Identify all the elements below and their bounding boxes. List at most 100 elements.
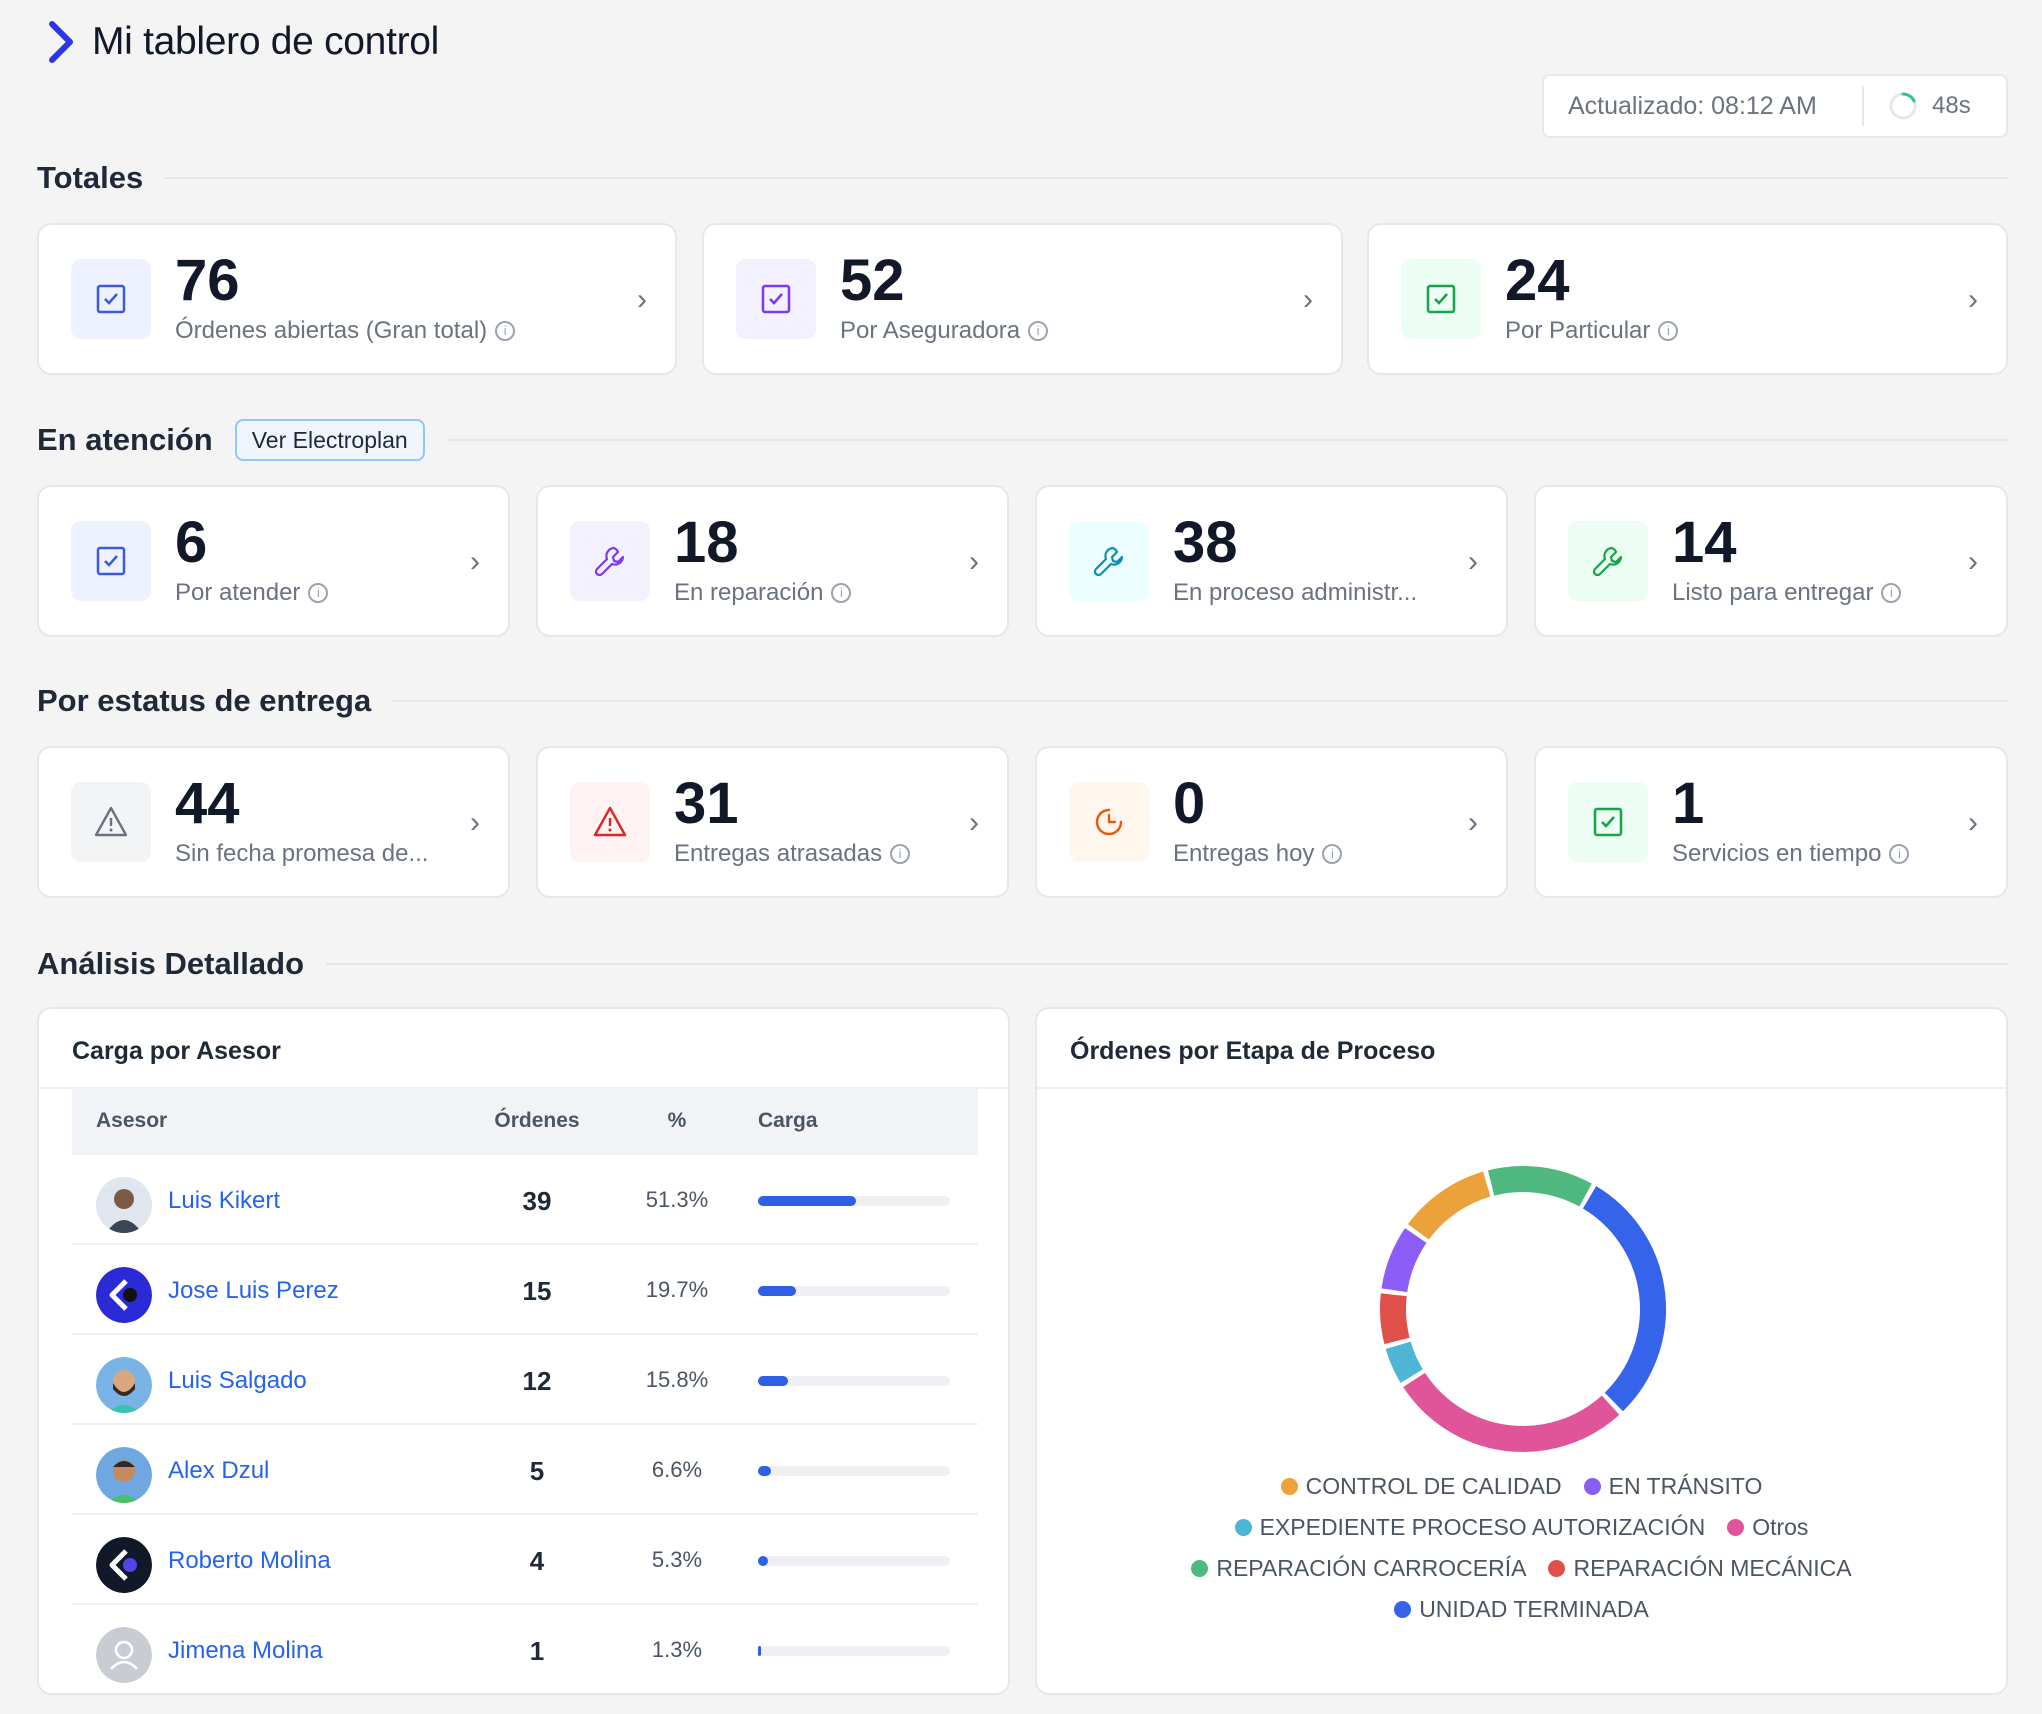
check-square-icon — [71, 259, 151, 339]
legend-item[interactable]: CONTROL DE CALIDAD — [1280, 1473, 1562, 1500]
stat-value: 24 — [1505, 248, 1570, 313]
table-row: Roberto Molina 4 5.3% — [72, 1515, 978, 1605]
stat-card-en-reparacion[interactable]: 18 En reparación i › — [536, 485, 1009, 637]
stat-card-entregas-atrasadas[interactable]: 31 Entregas atrasadas i › — [536, 746, 1009, 898]
donut-slice-expediente-proceso-autorización[interactable] — [1385, 1341, 1423, 1383]
legend-item[interactable]: REPARACIÓN CARROCERÍA — [1191, 1555, 1526, 1582]
orders-count: 4 — [529, 1546, 545, 1576]
divider — [326, 963, 2008, 965]
stat-label-text: En proceso administr... — [1173, 579, 1418, 606]
stat-card-entregas-hoy[interactable]: 0 Entregas hoy i › — [1035, 746, 1508, 898]
stat-card-aseguradora[interactable]: 52 Por Aseguradora i › — [702, 223, 1343, 375]
avatar — [96, 1267, 152, 1323]
table-row: Alex Dzul 5 6.6% — [72, 1425, 978, 1515]
stat-label-text: Por atender — [175, 579, 301, 606]
legend-dot — [1394, 1601, 1412, 1618]
stat-value: 76 — [175, 248, 240, 313]
legend-item[interactable]: Otros — [1727, 1514, 1808, 1541]
legend-item[interactable]: UNIDAD TERMINADA — [1394, 1596, 1649, 1623]
load-bar-fill — [758, 1556, 769, 1566]
donut-slice-control-de-calidad[interactable] — [1407, 1171, 1491, 1240]
stat-card-sin-fecha-promesa[interactable]: 44 Sin fecha promesa de... › — [37, 746, 510, 898]
orders-count: 12 — [522, 1366, 552, 1396]
legend-dot — [1191, 1560, 1209, 1577]
stat-card-por-atender[interactable]: 6 Por atender i › — [37, 485, 510, 637]
legend-dot — [1727, 1519, 1745, 1536]
legend-label: EN TRÁNSITO — [1608, 1473, 1763, 1499]
info-icon[interactable]: i — [1322, 844, 1343, 864]
stat-card-ordenes-abiertas[interactable]: 76 Órdenes abiertas (Gran total) i › — [37, 223, 677, 375]
info-icon[interactable]: i — [1028, 321, 1049, 341]
orders-percent: 6.6% — [651, 1457, 703, 1482]
orders-count: 5 — [529, 1456, 545, 1486]
stat-card-servicios-tiempo[interactable]: 1 Servicios en tiempo i › — [1534, 746, 2008, 898]
info-icon[interactable]: i — [831, 583, 852, 603]
info-icon[interactable]: i — [1881, 583, 1902, 603]
load-bar — [758, 1196, 950, 1206]
legend-item[interactable]: REPARACIÓN MECÁNICA — [1548, 1555, 1852, 1582]
stat-label: Servicios en tiempo i — [1672, 840, 1910, 868]
stat-value: 52 — [840, 248, 905, 313]
info-icon[interactable]: i — [495, 321, 516, 341]
stat-label: Por Aseguradora i — [840, 317, 1049, 345]
legend-item[interactable]: EN TRÁNSITO — [1583, 1473, 1763, 1500]
advisor-name-link[interactable]: Luis Kikert — [168, 1187, 281, 1214]
check-square-icon — [1568, 782, 1648, 862]
column-header-percent[interactable]: % — [667, 1109, 687, 1132]
info-icon[interactable]: i — [308, 583, 329, 603]
stat-card-proceso-administrativo[interactable]: 38 En proceso administr... › — [1035, 485, 1508, 637]
advisor-name-link[interactable]: Roberto Molina — [168, 1547, 331, 1574]
stat-label: Sin fecha promesa de... — [175, 840, 428, 868]
chevron-right-icon: › — [470, 806, 480, 839]
donut-slice-en-tránsito[interactable] — [1381, 1228, 1427, 1293]
check-square-icon — [1401, 259, 1481, 339]
stat-label: Entregas hoy i — [1173, 840, 1343, 868]
advisor-name-link[interactable]: Luis Salgado — [168, 1367, 307, 1394]
page-title: Mi tablero de control — [92, 20, 440, 63]
wrench-icon — [1568, 521, 1648, 601]
load-bar — [758, 1466, 950, 1476]
stat-label-text: Entregas atrasadas — [674, 840, 883, 867]
donut-slice-reparación-mecánica[interactable] — [1380, 1293, 1410, 1345]
advisor-name-link[interactable]: Jimena Molina — [168, 1637, 323, 1664]
legend-label: REPARACIÓN MECÁNICA — [1573, 1555, 1852, 1581]
donut-slice-otros[interactable] — [1403, 1372, 1620, 1452]
load-bar-fill — [758, 1286, 796, 1296]
donut-slice-reparación-carrocería[interactable] — [1487, 1166, 1592, 1207]
column-header-asesor[interactable]: Asesor — [96, 1109, 168, 1132]
info-icon[interactable]: i — [1658, 321, 1679, 341]
info-icon[interactable]: i — [890, 844, 911, 864]
section-title: En atención — [37, 422, 213, 457]
last-updated-text: Actualizado: 08:12 AM — [1568, 91, 1817, 120]
orders-percent: 19.7% — [645, 1277, 709, 1302]
stat-card-listo-entregar[interactable]: 14 Listo para entregar i › — [1534, 485, 2008, 637]
section-totales: Totales — [37, 158, 2008, 198]
donut-slice-unidad-terminada[interactable] — [1582, 1186, 1666, 1412]
section-title: Por estatus de entrega — [37, 683, 372, 718]
stat-value: 38 — [1173, 510, 1238, 575]
chevron-right-icon — [49, 21, 73, 63]
advisor-name-link[interactable]: Jose Luis Perez — [168, 1277, 339, 1304]
wrench-icon — [1069, 521, 1149, 601]
info-icon[interactable]: i — [1889, 844, 1910, 864]
legend-label: EXPEDIENTE PROCESO AUTORIZACIÓN — [1259, 1514, 1706, 1540]
table-row: Luis Salgado 12 15.8% — [72, 1335, 978, 1425]
refresh-countdown[interactable]: 48s — [1864, 91, 1971, 121]
legend-label: CONTROL DE CALIDAD — [1305, 1473, 1562, 1499]
check-square-icon — [736, 259, 816, 339]
column-header-ordenes[interactable]: Órdenes — [494, 1109, 580, 1132]
stat-card-particular[interactable]: 24 Por Particular i › — [1367, 223, 2008, 375]
table-row: Luis Kikert 39 51.3% — [72, 1155, 978, 1245]
orders-count: 39 — [522, 1186, 552, 1216]
load-bar — [758, 1556, 950, 1566]
panel-title: Órdenes por Etapa de Proceso — [1070, 1037, 1436, 1065]
ver-electroplan-button[interactable]: Ver Electroplan — [234, 419, 425, 461]
column-header-carga[interactable]: Carga — [758, 1109, 818, 1132]
divider — [1037, 1087, 2006, 1089]
stat-label-text: Listo para entregar — [1672, 579, 1874, 606]
chart-legend: CONTROL DE CALIDAD EN TRÁNSITO EXPEDIENTE … — [1097, 1473, 1946, 1623]
advisor-name-link[interactable]: Alex Dzul — [168, 1457, 270, 1484]
section-en-atencion: En atención Ver Electroplan — [37, 419, 2008, 461]
legend-dot — [1583, 1478, 1601, 1495]
legend-item[interactable]: EXPEDIENTE PROCESO AUTORIZACIÓN — [1234, 1514, 1706, 1541]
